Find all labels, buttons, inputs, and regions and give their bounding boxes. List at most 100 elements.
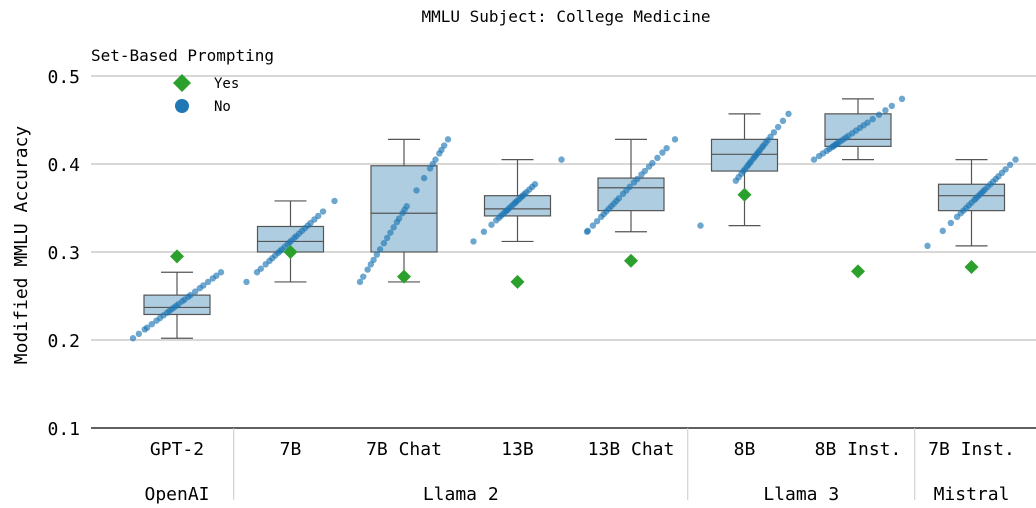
no-point	[671, 136, 679, 143]
no-point	[767, 133, 774, 140]
no-point	[558, 156, 565, 163]
no-point	[663, 144, 670, 152]
box-2	[356, 136, 452, 286]
no-point	[373, 251, 381, 258]
no-point	[480, 228, 488, 235]
box-3	[470, 156, 565, 289]
x-tick-label: 13B	[501, 439, 534, 460]
box-0	[129, 249, 225, 342]
no-point	[649, 159, 656, 167]
no-point	[882, 107, 889, 114]
y-tick-label: 0.2	[47, 331, 80, 352]
no-point	[1002, 166, 1009, 173]
box-6	[810, 95, 906, 279]
no-point	[191, 288, 199, 295]
no-point	[356, 278, 364, 286]
no-point	[360, 273, 367, 280]
no-point	[200, 282, 207, 289]
no-point	[947, 219, 955, 227]
no-point	[659, 149, 666, 156]
no-point	[869, 115, 876, 123]
legend: Set-Based Prompting Yes No	[91, 46, 274, 115]
group-label: Llama 3	[763, 484, 839, 505]
no-point	[488, 221, 495, 228]
legend-entries: Yes No	[173, 74, 239, 115]
y-tick-label: 0.4	[47, 155, 80, 176]
yes-point	[510, 274, 525, 289]
y-axis-label: Modified MMLU Accuracy	[11, 126, 32, 365]
no-point	[213, 272, 220, 279]
no-point	[774, 123, 782, 131]
iqr-box	[483, 195, 552, 217]
no-point	[370, 256, 377, 264]
no-point	[898, 95, 906, 103]
no-point	[380, 240, 388, 247]
no-point	[387, 229, 394, 236]
box-1	[243, 197, 338, 286]
no-point	[395, 215, 403, 222]
chart-title: MMLU Subject: College Medicine	[422, 7, 711, 26]
no-point	[143, 324, 151, 331]
yes-point	[170, 249, 184, 264]
no-point	[654, 154, 661, 162]
x-tick-label: 8B Inst.	[815, 439, 902, 460]
no-point	[584, 227, 592, 235]
no-point	[470, 238, 477, 245]
no-point	[634, 175, 641, 183]
no-point	[810, 156, 818, 163]
no-point	[785, 110, 792, 118]
y-tick-label: 0.5	[47, 67, 80, 88]
yes-point	[283, 245, 298, 259]
no-point	[779, 117, 787, 125]
no-point	[432, 156, 439, 163]
no-point	[1012, 156, 1019, 163]
y-ticks: 0.1 0.2 0.3 0.4 0.5	[47, 67, 80, 440]
no-point	[615, 195, 623, 202]
no-point	[315, 212, 322, 220]
yes-point	[964, 259, 979, 274]
box-7	[924, 156, 1019, 274]
no-point	[413, 187, 420, 194]
x-tick-label: 7B Inst.	[928, 439, 1015, 460]
yes-point	[624, 253, 638, 268]
legend-label: No	[214, 99, 231, 115]
no-point	[319, 208, 327, 215]
no-point	[403, 203, 410, 210]
no-point	[364, 266, 371, 273]
legend-label: Yes	[214, 76, 239, 92]
no-point	[187, 291, 194, 299]
no-point	[875, 111, 883, 118]
no-point	[383, 234, 391, 242]
no-point	[888, 102, 895, 110]
y-tick-label: 0.3	[47, 243, 80, 264]
no-point	[204, 278, 212, 286]
x-labels: OpenAI Llama 2 Llama 3 Mistral GPT-2 7B 7B Cha…	[144, 439, 1014, 505]
no-point	[331, 197, 338, 205]
yes-point	[851, 264, 865, 279]
yes-point	[397, 269, 411, 284]
x-tick-label: GPT-2	[150, 439, 204, 460]
group-label: OpenAI	[144, 484, 209, 505]
box-4	[583, 136, 679, 268]
no-point	[939, 227, 946, 235]
no-point	[641, 167, 649, 175]
x-tick-label: 8B	[734, 439, 756, 460]
legend-marker-no	[175, 99, 189, 113]
group-label: Llama 2	[423, 484, 499, 505]
no-point	[376, 246, 384, 253]
no-point	[626, 183, 633, 191]
x-tick-label: 7B Chat	[366, 439, 442, 460]
no-point	[531, 181, 539, 188]
no-point	[444, 136, 452, 143]
no-point	[135, 330, 143, 338]
no-point	[589, 222, 597, 229]
no-point	[593, 218, 601, 225]
grid	[91, 75, 1036, 341]
no-point	[129, 335, 137, 342]
legend-marker-yes	[173, 74, 191, 92]
no-point	[390, 224, 397, 231]
no-point	[440, 142, 448, 149]
y-tick-label: 0.1	[47, 419, 80, 440]
no-point	[770, 129, 778, 136]
